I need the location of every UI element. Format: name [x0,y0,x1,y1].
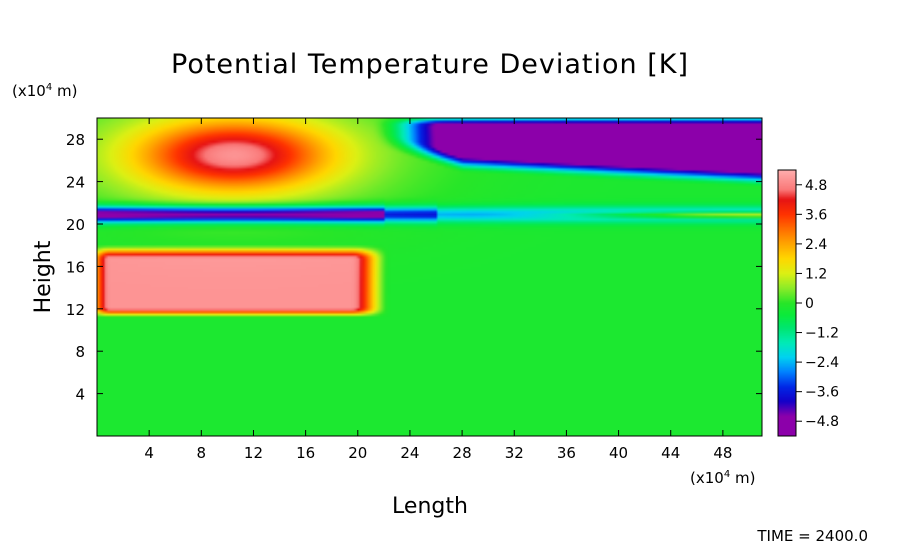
colorbar-label: 4.8 [805,178,827,194]
chart-title: Potential Temperature Deviation [K] [171,49,689,80]
colorbar-label: −1.2 [805,326,839,342]
x-tick-label: 48 [713,444,732,462]
time-label: TIME = 2400.0 [756,527,868,544]
colorbar-label: −4.8 [805,414,839,430]
x-tick-label: 40 [609,444,628,462]
x-axis-ticks: 4 8 12 16 20 24 28 32 36 40 44 48 [144,118,732,462]
y-unit-label: (x104 m) [12,82,77,100]
y-tick-label: 24 [66,174,85,192]
y-tick-label: 4 [75,386,85,404]
colorbar-gradient [778,170,796,436]
x-tick-label: 4 [144,444,154,462]
x-tick-label: 20 [348,444,367,462]
x-tick-label: 12 [244,444,263,462]
x-tick-label: 8 [197,444,207,462]
y-axis-ticks: 4 8 12 16 20 24 28 [66,131,762,404]
y-tick-label: 28 [66,131,85,149]
colorbar-label: −2.4 [805,355,839,371]
x-tick-label: 36 [557,444,576,462]
colorbar-label: 3.6 [805,207,827,223]
x-tick-label: 32 [505,444,524,462]
y-tick-label: 20 [66,216,85,234]
plot-frame [96,117,763,437]
x-tick-label: 16 [296,444,315,462]
x-unit-label: (x104 m) [690,469,755,487]
x-axis-label: Length [392,494,468,519]
colorbar-label: 0 [805,296,814,312]
colorbar-label: 2.4 [805,237,827,253]
heatmap-field [97,118,762,436]
y-axis-label: Height [31,240,56,313]
x-tick-label: 24 [400,444,419,462]
colorbar: 4.8 3.6 2.4 1.2 0 −1.2 −2.4 −3.6 −4.8 [777,169,839,437]
colorbar-label: 1.2 [805,266,827,282]
x-tick-label: 28 [453,444,472,462]
colorbar-labels: 4.8 3.6 2.4 1.2 0 −1.2 −2.4 −3.6 −4.8 [796,178,839,430]
y-tick-label: 8 [75,343,85,361]
x-tick-label: 44 [661,444,680,462]
y-tick-label: 12 [66,301,85,319]
colorbar-label: −3.6 [805,385,839,401]
y-tick-label: 16 [66,258,85,276]
